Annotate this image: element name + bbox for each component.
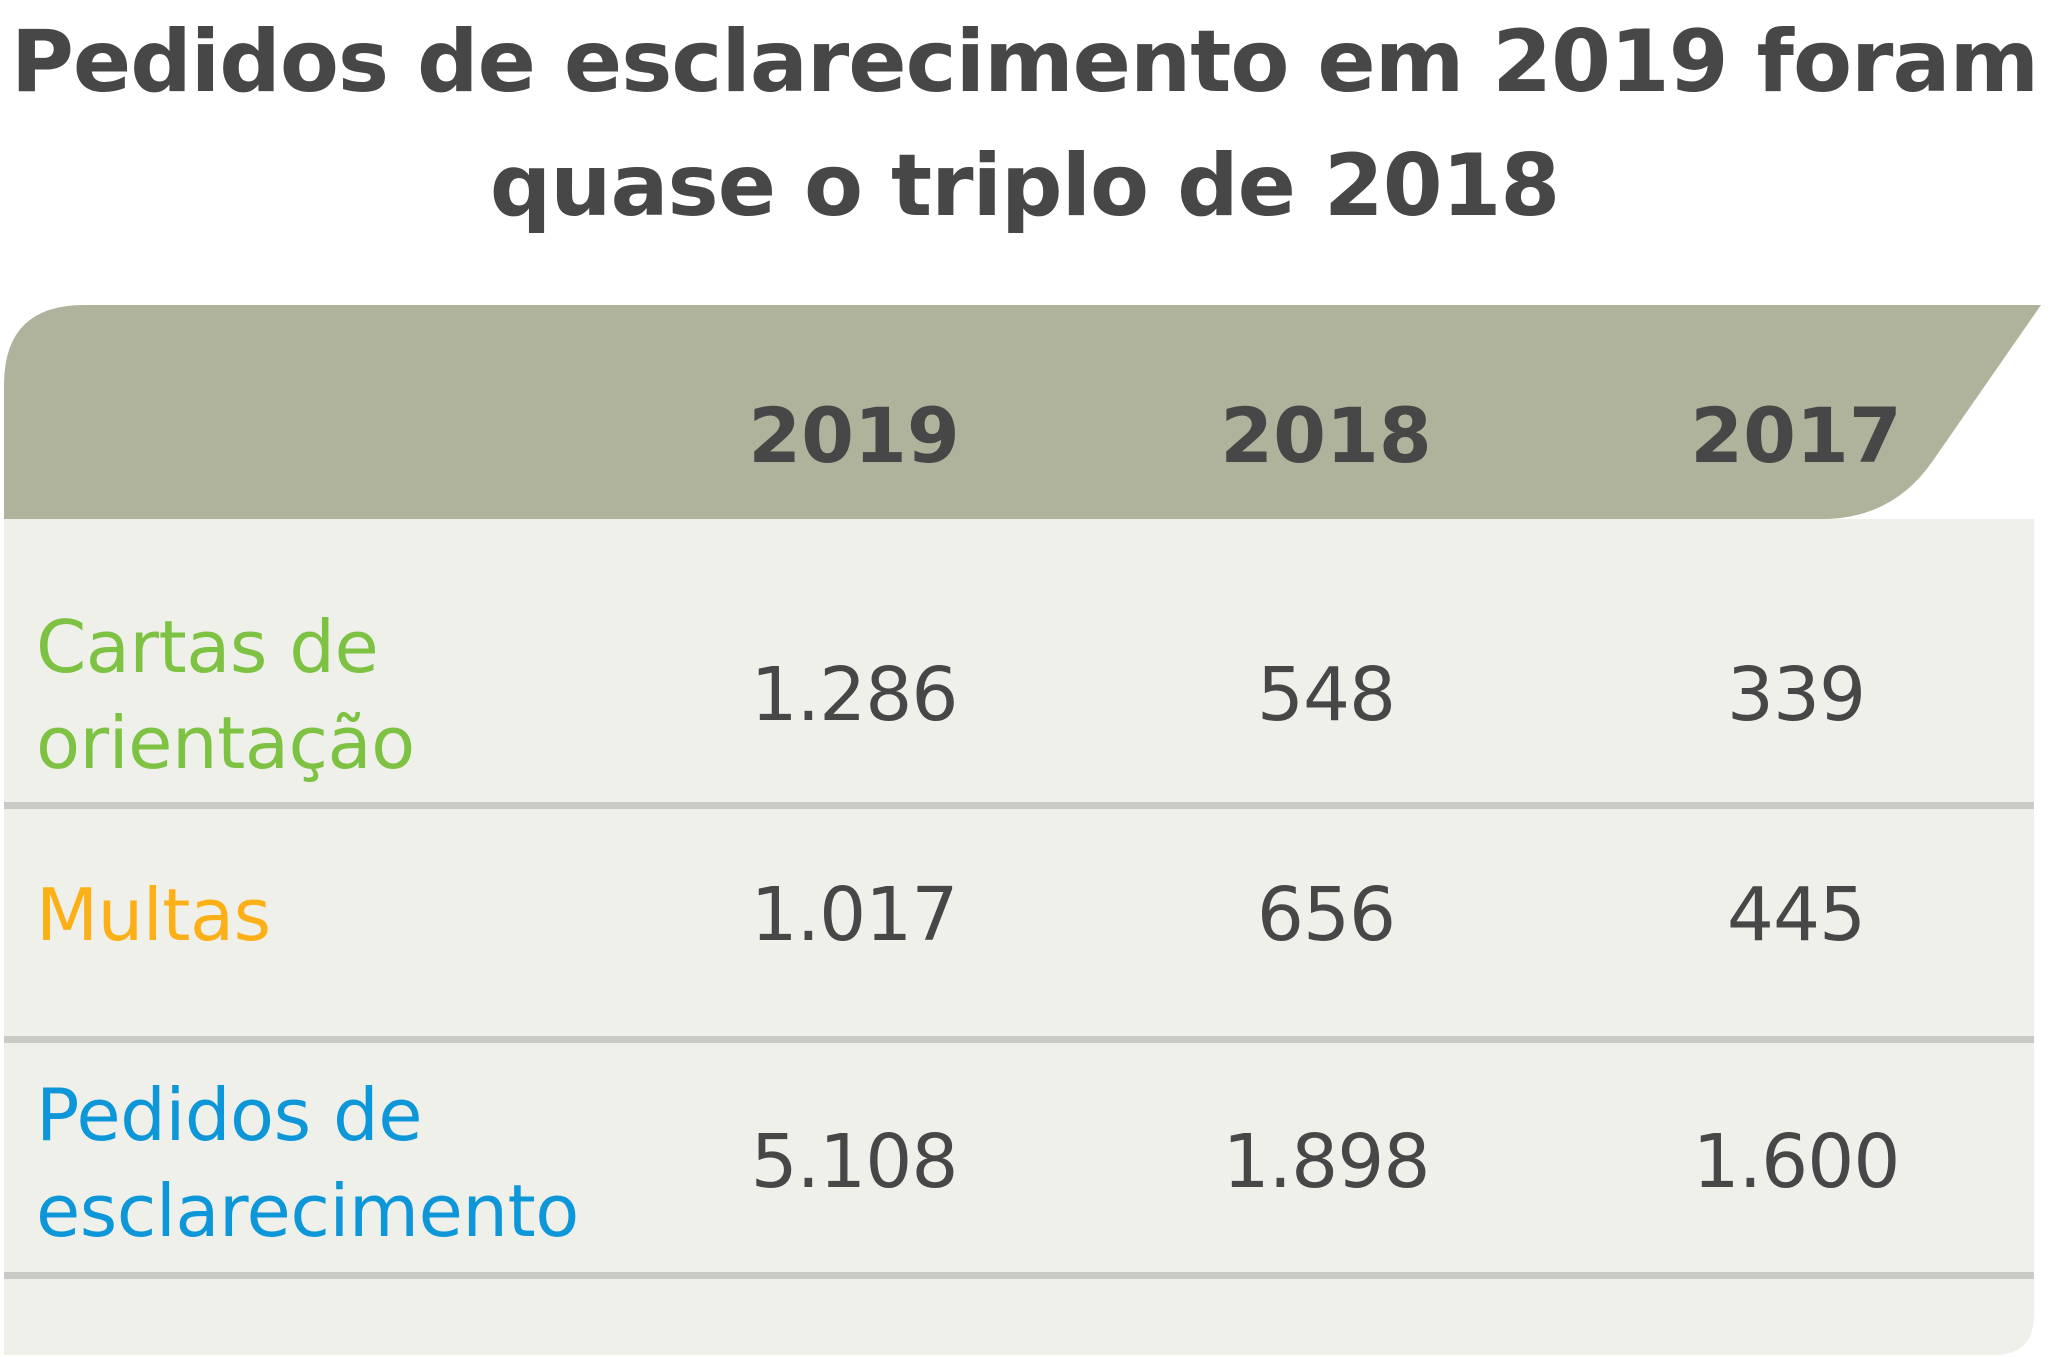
row-label-pedidos-line-1: Pedidos de bbox=[36, 1073, 423, 1157]
cell-cartas-2017: 339 bbox=[1726, 652, 1866, 738]
cell-cartas-2018: 548 bbox=[1256, 652, 1396, 738]
row-label-pedidos-de-esclarecimento: Pedidos de esclarecimento bbox=[36, 1063, 656, 1263]
page-title: Pedidos de esclarecimento em 2019 foram … bbox=[0, 0, 2049, 248]
cell-multas-2018: 656 bbox=[1256, 872, 1396, 958]
cell-multas-2019: 1.017 bbox=[750, 872, 959, 958]
table-body-shape bbox=[4, 519, 2034, 1355]
title-line-1: Pedidos de esclarecimento em 2019 foram bbox=[10, 12, 2039, 112]
row-label-pedidos-line-2: esclarecimento bbox=[36, 1169, 579, 1253]
row-divider-1 bbox=[4, 802, 2034, 809]
cell-pedidos-2017: 1.600 bbox=[1692, 1119, 1901, 1205]
table-header-shape bbox=[4, 305, 2041, 519]
column-header-2018: 2018 bbox=[1220, 390, 1432, 480]
row-label-multas-line-1: Multas bbox=[36, 873, 271, 957]
row-label-cartas-line-2: orientação bbox=[36, 701, 415, 785]
data-table: 2019 2018 2017 Cartas de orientação 1.28… bbox=[4, 305, 2044, 1355]
row-divider-3 bbox=[4, 1272, 2034, 1279]
row-divider-2 bbox=[4, 1036, 2034, 1043]
table-background bbox=[4, 305, 2041, 1355]
row-label-cartas-line-1: Cartas de bbox=[36, 605, 379, 689]
column-header-2017: 2017 bbox=[1690, 390, 1902, 480]
cell-pedidos-2019: 5.108 bbox=[750, 1119, 959, 1205]
cell-multas-2017: 445 bbox=[1726, 872, 1866, 958]
row-label-cartas-de-orientacao: Cartas de orientação bbox=[36, 595, 656, 795]
row-label-multas: Multas bbox=[36, 860, 656, 970]
title-line-2: quase o triplo de 2018 bbox=[489, 136, 1561, 236]
cell-cartas-2019: 1.286 bbox=[750, 652, 959, 738]
column-header-2019: 2019 bbox=[748, 390, 960, 480]
cell-pedidos-2018: 1.898 bbox=[1222, 1119, 1431, 1205]
